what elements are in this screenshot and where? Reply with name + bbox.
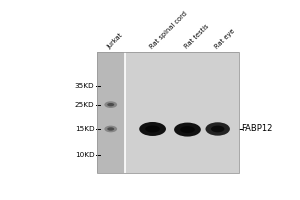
Ellipse shape bbox=[211, 126, 224, 132]
Bar bbox=[97, 52, 239, 173]
Ellipse shape bbox=[107, 127, 114, 131]
Text: 15KD: 15KD bbox=[75, 126, 94, 132]
Ellipse shape bbox=[107, 103, 114, 106]
Ellipse shape bbox=[104, 101, 117, 108]
Ellipse shape bbox=[206, 122, 230, 136]
Ellipse shape bbox=[104, 126, 117, 132]
Bar bbox=[97, 52, 125, 173]
Text: Rat spinal cord: Rat spinal cord bbox=[148, 11, 188, 50]
Text: Rat testis: Rat testis bbox=[183, 24, 210, 50]
Ellipse shape bbox=[145, 125, 160, 132]
Ellipse shape bbox=[174, 123, 201, 137]
Ellipse shape bbox=[180, 126, 195, 133]
Text: 25KD: 25KD bbox=[75, 102, 94, 108]
Text: 10KD: 10KD bbox=[75, 152, 94, 158]
Ellipse shape bbox=[139, 122, 166, 136]
Text: Rat eye: Rat eye bbox=[213, 28, 236, 50]
Text: Jurkat: Jurkat bbox=[106, 32, 124, 50]
Bar bbox=[97, 52, 239, 173]
Text: 35KD: 35KD bbox=[75, 83, 94, 89]
Text: FABP12: FABP12 bbox=[241, 124, 272, 133]
